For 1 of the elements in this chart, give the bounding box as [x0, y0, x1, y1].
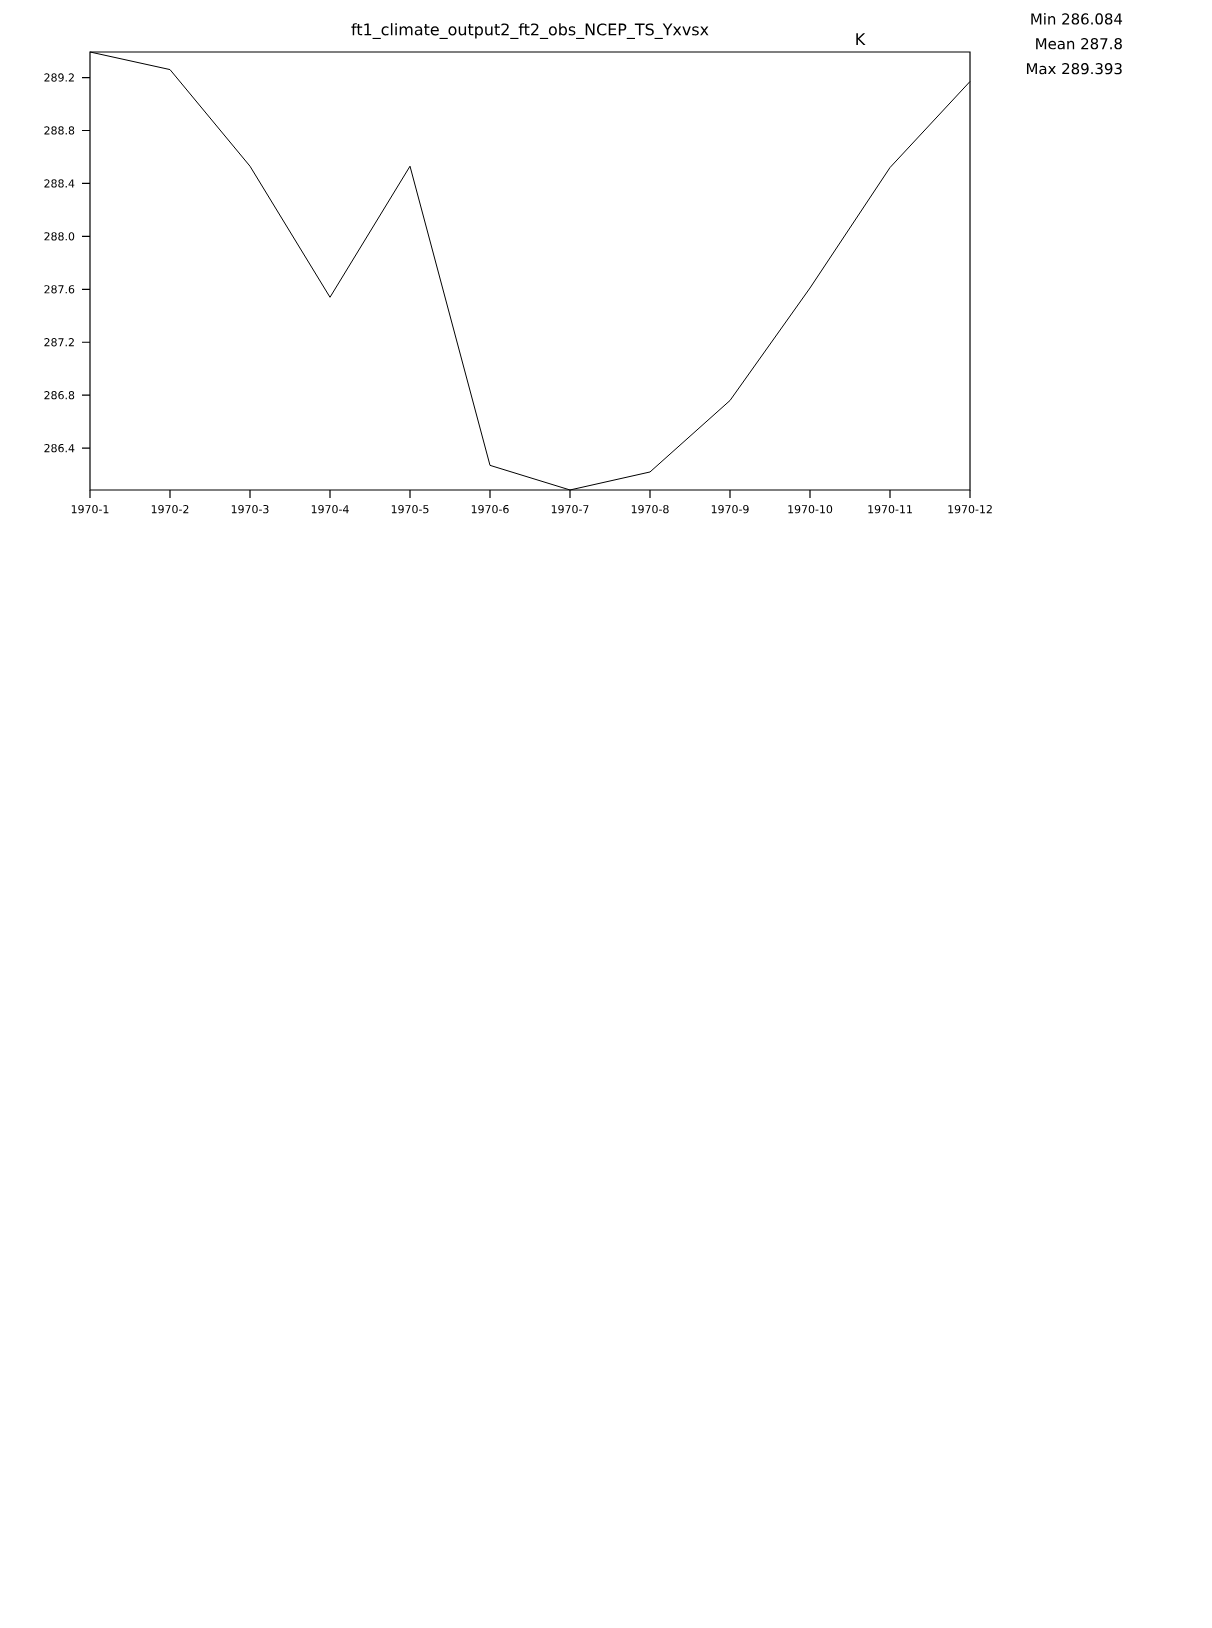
line-series [89, 51, 971, 491]
